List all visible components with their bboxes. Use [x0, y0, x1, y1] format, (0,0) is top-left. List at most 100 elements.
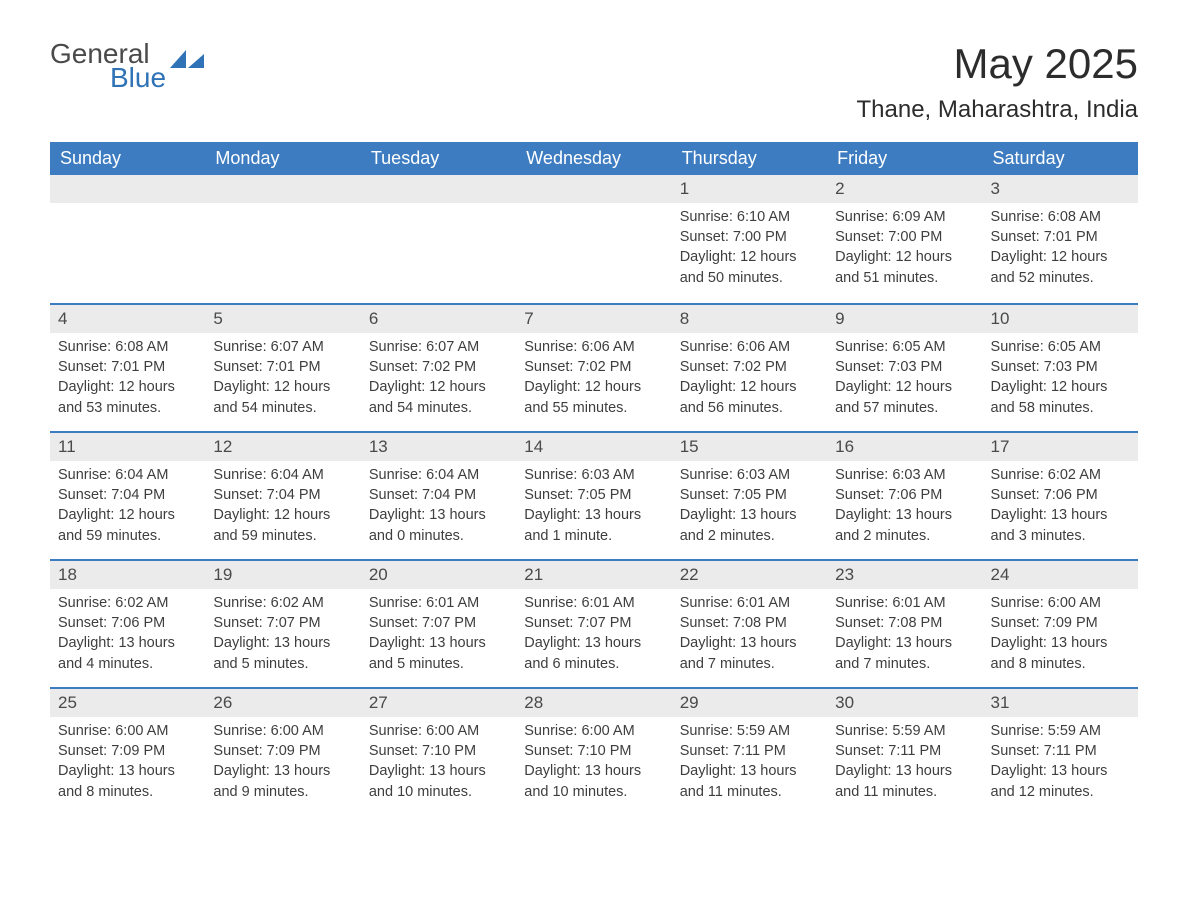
- sunset-line: Sunset: 7:01 PM: [58, 357, 197, 377]
- day-number: [516, 175, 671, 203]
- daylight-line: Daylight: 13 hours: [991, 633, 1130, 653]
- day-cell: 12Sunrise: 6:04 AMSunset: 7:04 PMDayligh…: [205, 433, 360, 559]
- day-cell: 26Sunrise: 6:00 AMSunset: 7:09 PMDayligh…: [205, 689, 360, 815]
- sunset-line: Sunset: 7:11 PM: [680, 741, 819, 761]
- daylight-line: Daylight: 12 hours: [991, 247, 1130, 267]
- day-cell: 5Sunrise: 6:07 AMSunset: 7:01 PMDaylight…: [205, 305, 360, 431]
- daylight-line-2: and 2 minutes.: [835, 526, 974, 546]
- daylight-line: Daylight: 12 hours: [835, 377, 974, 397]
- day-number: 11: [50, 433, 205, 461]
- day-number: [205, 175, 360, 203]
- daylight-line-2: and 10 minutes.: [369, 782, 508, 802]
- week-row: 18Sunrise: 6:02 AMSunset: 7:06 PMDayligh…: [50, 559, 1138, 687]
- daylight-line-2: and 50 minutes.: [680, 268, 819, 288]
- daylight-line: Daylight: 13 hours: [524, 505, 663, 525]
- sunrise-line: Sunrise: 6:01 AM: [369, 593, 508, 613]
- sunrise-line: Sunrise: 6:03 AM: [835, 465, 974, 485]
- sunrise-line: Sunrise: 6:10 AM: [680, 207, 819, 227]
- day-number: [361, 175, 516, 203]
- sunrise-line: Sunrise: 6:00 AM: [58, 721, 197, 741]
- daylight-line: Daylight: 13 hours: [369, 505, 508, 525]
- sunrise-line: Sunrise: 6:00 AM: [991, 593, 1130, 613]
- day-number: 19: [205, 561, 360, 589]
- sunrise-line: Sunrise: 6:08 AM: [58, 337, 197, 357]
- day-number: 6: [361, 305, 516, 333]
- daylight-line: Daylight: 12 hours: [213, 377, 352, 397]
- logo: General Blue: [50, 40, 118, 92]
- sunset-line: Sunset: 7:04 PM: [369, 485, 508, 505]
- day-number: 17: [983, 433, 1138, 461]
- sunrise-line: Sunrise: 6:00 AM: [524, 721, 663, 741]
- daylight-line: Daylight: 12 hours: [58, 505, 197, 525]
- sunset-line: Sunset: 7:05 PM: [680, 485, 819, 505]
- sunset-line: Sunset: 7:10 PM: [369, 741, 508, 761]
- daylight-line: Daylight: 13 hours: [680, 633, 819, 653]
- daylight-line-2: and 0 minutes.: [369, 526, 508, 546]
- day-number: 20: [361, 561, 516, 589]
- logo-text: General Blue: [50, 40, 166, 92]
- sunset-line: Sunset: 7:07 PM: [213, 613, 352, 633]
- sunset-line: Sunset: 7:11 PM: [991, 741, 1130, 761]
- daylight-line: Daylight: 12 hours: [680, 377, 819, 397]
- dow-saturday: Saturday: [983, 142, 1138, 175]
- day-cell: 24Sunrise: 6:00 AMSunset: 7:09 PMDayligh…: [983, 561, 1138, 687]
- day-cell: 10Sunrise: 6:05 AMSunset: 7:03 PMDayligh…: [983, 305, 1138, 431]
- day-number: 14: [516, 433, 671, 461]
- day-cell: 15Sunrise: 6:03 AMSunset: 7:05 PMDayligh…: [672, 433, 827, 559]
- sunrise-line: Sunrise: 6:00 AM: [369, 721, 508, 741]
- day-cell: 13Sunrise: 6:04 AMSunset: 7:04 PMDayligh…: [361, 433, 516, 559]
- sunset-line: Sunset: 7:01 PM: [991, 227, 1130, 247]
- day-cell: 14 Sunrise: 6:03 AMSunset: 7:05 PMDayligh…: [516, 433, 671, 559]
- daylight-line-2: and 58 minutes.: [991, 398, 1130, 418]
- day-cell: 6Sunrise: 6:07 AMSunset: 7:02 PMDaylight…: [361, 305, 516, 431]
- daylight-line-2: and 5 minutes.: [213, 654, 352, 674]
- sunrise-line: Sunrise: 6:03 AM: [680, 465, 819, 485]
- day-cell: 19Sunrise: 6:02 AMSunset: 7:07 PMDayligh…: [205, 561, 360, 687]
- day-number: 25: [50, 689, 205, 717]
- sunset-line: Sunset: 7:01 PM: [213, 357, 352, 377]
- week-row: 11Sunrise: 6:04 AMSunset: 7:04 PMDayligh…: [50, 431, 1138, 559]
- daylight-line-2: and 9 minutes.: [213, 782, 352, 802]
- sunset-line: Sunset: 7:07 PM: [369, 613, 508, 633]
- sunset-line: Sunset: 7:09 PM: [991, 613, 1130, 633]
- sunset-line: Sunset: 7:03 PM: [835, 357, 974, 377]
- daylight-line: Daylight: 13 hours: [991, 505, 1130, 525]
- daylight-line: Daylight: 13 hours: [835, 633, 974, 653]
- dow-wednesday: Wednesday: [516, 142, 671, 175]
- day-cell: 2Sunrise: 6:09 AMSunset: 7:00 PMDaylight…: [827, 175, 982, 303]
- day-number: 16: [827, 433, 982, 461]
- daylight-line-2: and 1 minute.: [524, 526, 663, 546]
- daylight-line: Daylight: 13 hours: [835, 761, 974, 781]
- daylight-line: Daylight: 12 hours: [58, 377, 197, 397]
- day-number: 1: [672, 175, 827, 203]
- day-number: 2: [827, 175, 982, 203]
- sunset-line: Sunset: 7:06 PM: [991, 485, 1130, 505]
- day-cell: 27Sunrise: 6:00 AMSunset: 7:10 PMDayligh…: [361, 689, 516, 815]
- sunset-line: Sunset: 7:09 PM: [213, 741, 352, 761]
- daylight-line: Daylight: 13 hours: [680, 761, 819, 781]
- day-cell: 31Sunrise: 5:59 AMSunset: 7:11 PMDayligh…: [983, 689, 1138, 815]
- day-number: [50, 175, 205, 203]
- sunset-line: Sunset: 7:08 PM: [680, 613, 819, 633]
- day-cell: 21Sunrise: 6:01 AMSunset: 7:07 PMDayligh…: [516, 561, 671, 687]
- daylight-line-2: and 51 minutes.: [835, 268, 974, 288]
- sunrise-line: Sunrise: 6:03 AM: [524, 465, 663, 485]
- dow-sunday: Sunday: [50, 142, 205, 175]
- sunset-line: Sunset: 7:05 PM: [524, 485, 663, 505]
- daylight-line: Daylight: 13 hours: [524, 633, 663, 653]
- day-cell: 3Sunrise: 6:08 AMSunset: 7:01 PMDaylight…: [983, 175, 1138, 303]
- sunset-line: Sunset: 7:06 PM: [58, 613, 197, 633]
- daylight-line: Daylight: 13 hours: [369, 633, 508, 653]
- day-cell: 28Sunrise: 6:00 AMSunset: 7:10 PMDayligh…: [516, 689, 671, 815]
- daylight-line: Daylight: 13 hours: [58, 633, 197, 653]
- day-number: 23: [827, 561, 982, 589]
- sunrise-line: Sunrise: 6:04 AM: [58, 465, 197, 485]
- daylight-line: Daylight: 13 hours: [58, 761, 197, 781]
- daylight-line-2: and 54 minutes.: [369, 398, 508, 418]
- daylight-line-2: and 10 minutes.: [524, 782, 663, 802]
- sunrise-line: Sunrise: 6:01 AM: [835, 593, 974, 613]
- day-cell: 20 Sunrise: 6:01 AMSunset: 7:07 PMDayligh…: [361, 561, 516, 687]
- daylight-line: Daylight: 12 hours: [213, 505, 352, 525]
- daylight-line-2: and 7 minutes.: [680, 654, 819, 674]
- sunrise-line: Sunrise: 6:02 AM: [991, 465, 1130, 485]
